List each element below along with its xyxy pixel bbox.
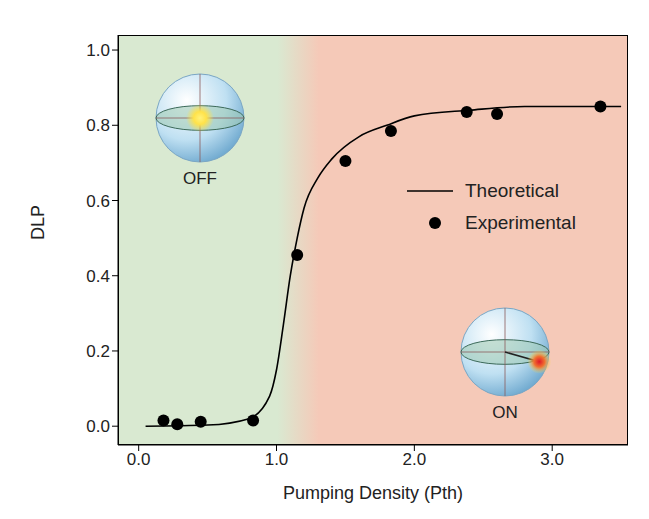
svg-text:DLP: DLP: [28, 205, 48, 240]
svg-text:ON: ON: [492, 403, 518, 422]
svg-text:0.4: 0.4: [86, 267, 110, 286]
svg-text:0.0: 0.0: [127, 450, 151, 469]
svg-text:0.8: 0.8: [86, 116, 110, 135]
svg-text:Pumping Density (Pth): Pumping Density (Pth): [283, 483, 463, 503]
svg-text:1.0: 1.0: [86, 41, 110, 60]
svg-text:0.6: 0.6: [86, 192, 110, 211]
svg-text:0.0: 0.0: [86, 417, 110, 436]
svg-text:1.0: 1.0: [265, 450, 289, 469]
html-text:Experimental: Experimental: [465, 212, 576, 233]
svg-text:0.2: 0.2: [86, 342, 110, 361]
html-text:Theoretical: Theoretical: [465, 180, 559, 201]
svg-text:OFF: OFF: [183, 169, 217, 188]
svg-text:2.0: 2.0: [403, 450, 427, 469]
svg-text:3.0: 3.0: [540, 450, 564, 469]
